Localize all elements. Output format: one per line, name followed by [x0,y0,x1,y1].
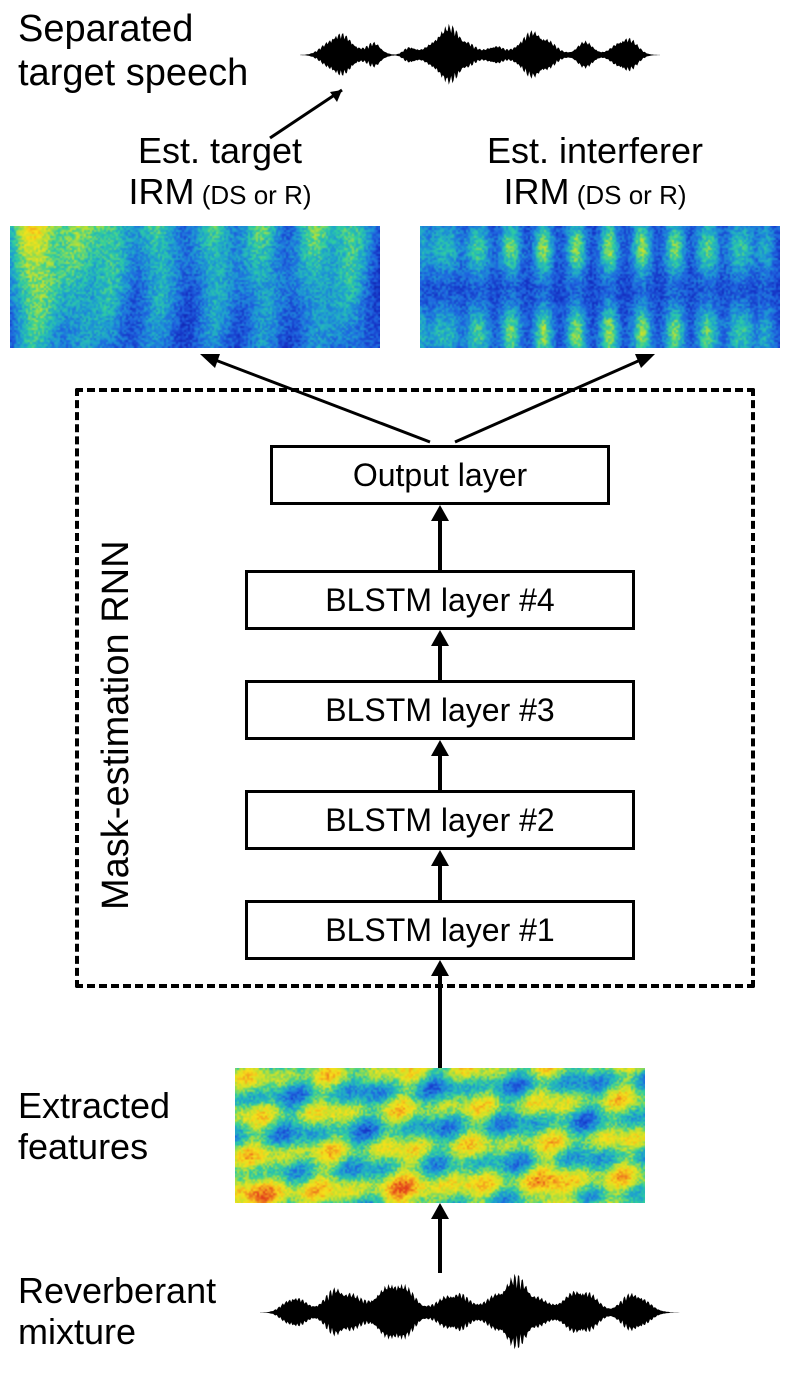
blstm-layer-4-text: BLSTM layer #4 [325,582,554,619]
arrow-mixture-to-features [420,1203,460,1273]
est-interferer-irm-line1: Est. interferer [445,130,745,171]
reverberant-mixture-line2: mixture [18,1311,216,1352]
blstm-layer-3-text: BLSTM layer #3 [325,692,554,729]
arrow-l3-to-l4 [420,630,460,680]
blstm-layer-3-box: BLSTM layer #3 [245,680,635,740]
arrow-speech-to-label [260,78,360,148]
reverberant-mixture-line1: Reverberant [18,1270,216,1311]
interferer-irm-spectrogram [420,226,780,348]
arrow-features-to-rnn [420,960,460,1070]
est-interferer-irm-label: Est. interferer IRM (DS or R) [445,130,745,213]
separated-speech-label-line1: Separated [18,8,248,52]
arrow-l4-to-out [420,505,460,570]
rnn-vertical-label: Mask-estimation RNN [95,540,138,910]
extracted-features-line1: Extracted [18,1085,170,1126]
extracted-features-line2: features [18,1126,170,1167]
arrow-l2-to-l3 [420,740,460,790]
input-waveform [260,1265,680,1360]
separated-speech-label-line2: target speech [18,52,248,96]
est-target-irm-line2b: (DS or R) [195,180,312,210]
blstm-layer-2-box: BLSTM layer #2 [245,790,635,850]
blstm-layer-1-box: BLSTM layer #1 [245,900,635,960]
arrow-out-to-interferer [445,350,665,445]
target-irm-spectrogram [10,226,380,348]
output-layer-text: Output layer [353,457,527,494]
reverberant-mixture-label: Reverberant mixture [18,1270,216,1353]
est-interferer-irm-line2b: (DS or R) [570,180,687,210]
extracted-features-label: Extracted features [18,1085,170,1168]
output-layer-box: Output layer [270,445,610,505]
blstm-layer-2-text: BLSTM layer #2 [325,802,554,839]
est-interferer-irm-line2a: IRM [504,171,570,212]
arrow-l1-to-l2 [420,850,460,900]
arrow-out-to-target [195,350,445,445]
est-target-irm-line2a: IRM [129,171,195,212]
features-spectrogram [235,1068,645,1203]
separated-speech-label: Separated target speech [18,8,248,95]
blstm-layer-4-box: BLSTM layer #4 [245,570,635,630]
blstm-layer-1-text: BLSTM layer #1 [325,912,554,949]
